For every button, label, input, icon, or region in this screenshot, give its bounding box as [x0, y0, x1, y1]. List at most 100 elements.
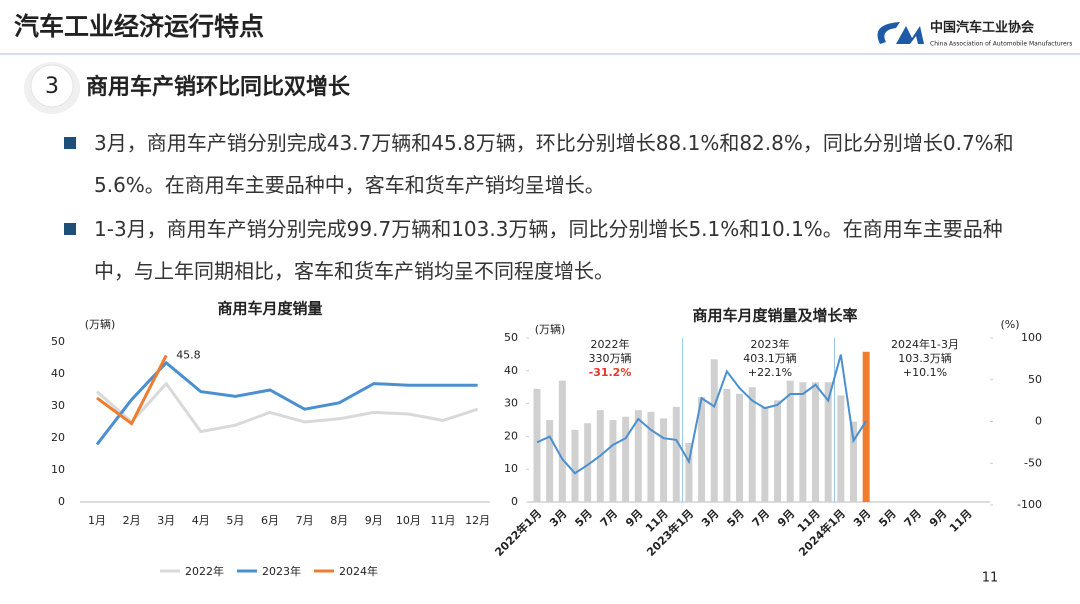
annotation-title: 2024年1-3月 [891, 337, 959, 351]
x-tick-label: 2月 [123, 514, 141, 527]
bar [533, 388, 541, 502]
x-tick-label: 5月 [226, 514, 244, 527]
y-tick-label: 40 [51, 367, 65, 380]
bar [723, 388, 731, 502]
y2-tick-label: 0 [1035, 415, 1042, 428]
bar [571, 429, 579, 502]
y-tick-label: 50 [504, 331, 518, 344]
y2-tick-label: 100 [1021, 331, 1042, 344]
bar [862, 351, 870, 502]
y-tick-label: 10 [51, 463, 65, 476]
bar [698, 397, 706, 502]
series-line [96, 354, 168, 426]
legend-label: 2024年 [339, 564, 378, 578]
logo-mark [896, 26, 924, 44]
page-number: 11 [982, 571, 999, 586]
y-tick-label: 50 [51, 335, 65, 348]
x-tick-label: 7月 [598, 507, 620, 529]
series-line [95, 360, 478, 446]
header-title: 汽车工业经济运行特点 [14, 12, 264, 41]
x-tick-label: 12月 [465, 514, 490, 527]
annotation-amount: 103.3万辆 [898, 351, 952, 365]
y2-tick-label: -100 [1017, 498, 1042, 511]
chart-title: 商用车月度销量 [217, 300, 322, 318]
annotation-amount: 330万辆 [589, 351, 632, 365]
bar [761, 406, 769, 502]
x-tick-label: 2022年1月 [492, 506, 545, 559]
annotation-amount: 403.1万辆 [743, 351, 797, 365]
bar [609, 420, 617, 502]
legend-label: 2023年 [262, 564, 301, 578]
series-line [536, 354, 868, 475]
bar [837, 395, 845, 502]
data-label: 45.8 [176, 348, 201, 361]
bullet-list: 3月，商用车产销分别完成43.7万辆和45.8万辆，环比分别增长88.1%和82… [62, 122, 1022, 294]
x-tick-label: 11月 [431, 514, 456, 527]
logo-en: China Association of Automobile Manufact… [930, 41, 1072, 48]
x-tick-label: 9月 [365, 514, 383, 527]
x-tick-label: 7月 [902, 507, 924, 529]
y-tick-label: 0 [58, 495, 65, 508]
x-tick-label: 3月 [157, 514, 175, 527]
x-tick-label: 3月 [699, 507, 721, 529]
x-tick-label: 5月 [572, 507, 594, 529]
y-tick-label: 20 [504, 429, 518, 442]
x-tick-label: 10月 [396, 514, 421, 527]
x-tick-label: 3月 [851, 507, 873, 529]
x-tick-label: 1月 [88, 514, 106, 527]
y-tick-label: 0 [511, 495, 518, 508]
section-title: 商用车产销环比同比双增长 [86, 74, 351, 100]
x-tick-label: 5月 [724, 507, 746, 529]
series-line [96, 381, 479, 434]
bar [850, 421, 857, 502]
annotation-change: +22.1% [748, 366, 792, 379]
bullet: 1-3月，商用车产销分别完成99.7万辆和103.3万辆，同比分别增长5.1%和… [62, 208, 1022, 292]
bar [812, 382, 820, 502]
x-tick-label: 7月 [296, 514, 314, 527]
annotation-change: +10.1% [903, 366, 947, 379]
y-tick-label: 40 [504, 364, 518, 377]
x-tick-label: 8月 [330, 514, 348, 527]
bar [584, 423, 592, 502]
bar [685, 442, 693, 502]
bar [622, 416, 630, 502]
y-tick-label: 30 [504, 397, 518, 410]
x-tick-label: 4月 [192, 514, 210, 527]
annotation-change: -31.2% [589, 366, 632, 379]
x-tick-label: 11月 [947, 507, 975, 535]
bar [546, 420, 554, 502]
annotation-title: 2023年 [751, 337, 790, 351]
y-tick-label: 20 [51, 431, 65, 444]
y2-axis-label: (%) [1000, 318, 1019, 331]
legend-label: 2022年 [185, 564, 224, 578]
y-tick-label: 10 [504, 462, 518, 475]
section-number: 3 [45, 74, 59, 99]
bar [710, 359, 718, 502]
x-tick-label: 7月 [750, 507, 772, 529]
y-axis-label: (万辆) [85, 317, 116, 331]
bar [558, 380, 566, 502]
y-axis-label: (万辆) [535, 322, 566, 336]
logo-mark [877, 22, 900, 44]
bar [660, 418, 668, 502]
bar [672, 406, 680, 502]
bar [824, 382, 832, 502]
bar [647, 411, 655, 502]
bar [786, 380, 794, 502]
y2-tick-label: 50 [1028, 373, 1042, 386]
x-tick-label: 6月 [261, 514, 279, 527]
x-tick-label: 3月 [547, 507, 569, 529]
section-badge-inner [30, 64, 74, 108]
chart-title: 商用车月度销量及增长率 [692, 307, 857, 325]
x-tick-label: 5月 [876, 507, 898, 529]
annotation-title: 2022年 [591, 337, 630, 351]
bar [748, 387, 756, 502]
logo-cn: 中国汽车工业协会 [930, 20, 1035, 36]
y2-tick-label: -50 [1024, 456, 1042, 469]
bar [634, 410, 642, 502]
y-tick-label: 30 [51, 399, 65, 412]
bar [774, 400, 782, 502]
bar [736, 393, 744, 502]
